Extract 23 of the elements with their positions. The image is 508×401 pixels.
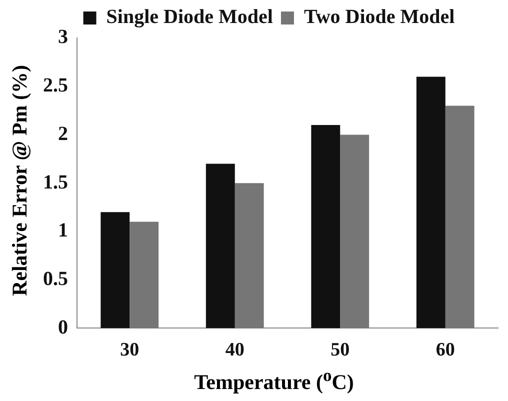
bar [416,76,446,328]
bar [445,106,474,328]
y-tick-label: 2 [58,122,68,145]
x-tick-label: 30 [120,340,140,361]
y-tick-label: 2.5 [43,74,68,97]
y-tick-label: 1 [58,220,68,242]
y-tick-label: 0.5 [43,268,68,290]
y-tick-label: 0 [58,316,68,338]
x-tick-label: 50 [330,340,350,361]
bar [130,222,159,328]
bar [311,125,340,328]
x-axis-title: Temperature ($^{o}$C) [193,365,355,395]
bar [234,183,264,328]
bar [340,134,370,328]
bar [206,164,235,328]
x-tick-label: 60 [436,340,455,361]
y-tick-label: 3 [58,26,68,48]
legend-label: Single Diode Model [106,6,274,28]
y-tick-label: 1.5 [43,171,68,194]
legend-label: Two Diode Model [304,6,456,28]
bar [100,212,130,328]
x-tick-label: 40 [225,340,244,361]
y-axis-title: Relative Error @ Pm (%) [8,64,32,298]
